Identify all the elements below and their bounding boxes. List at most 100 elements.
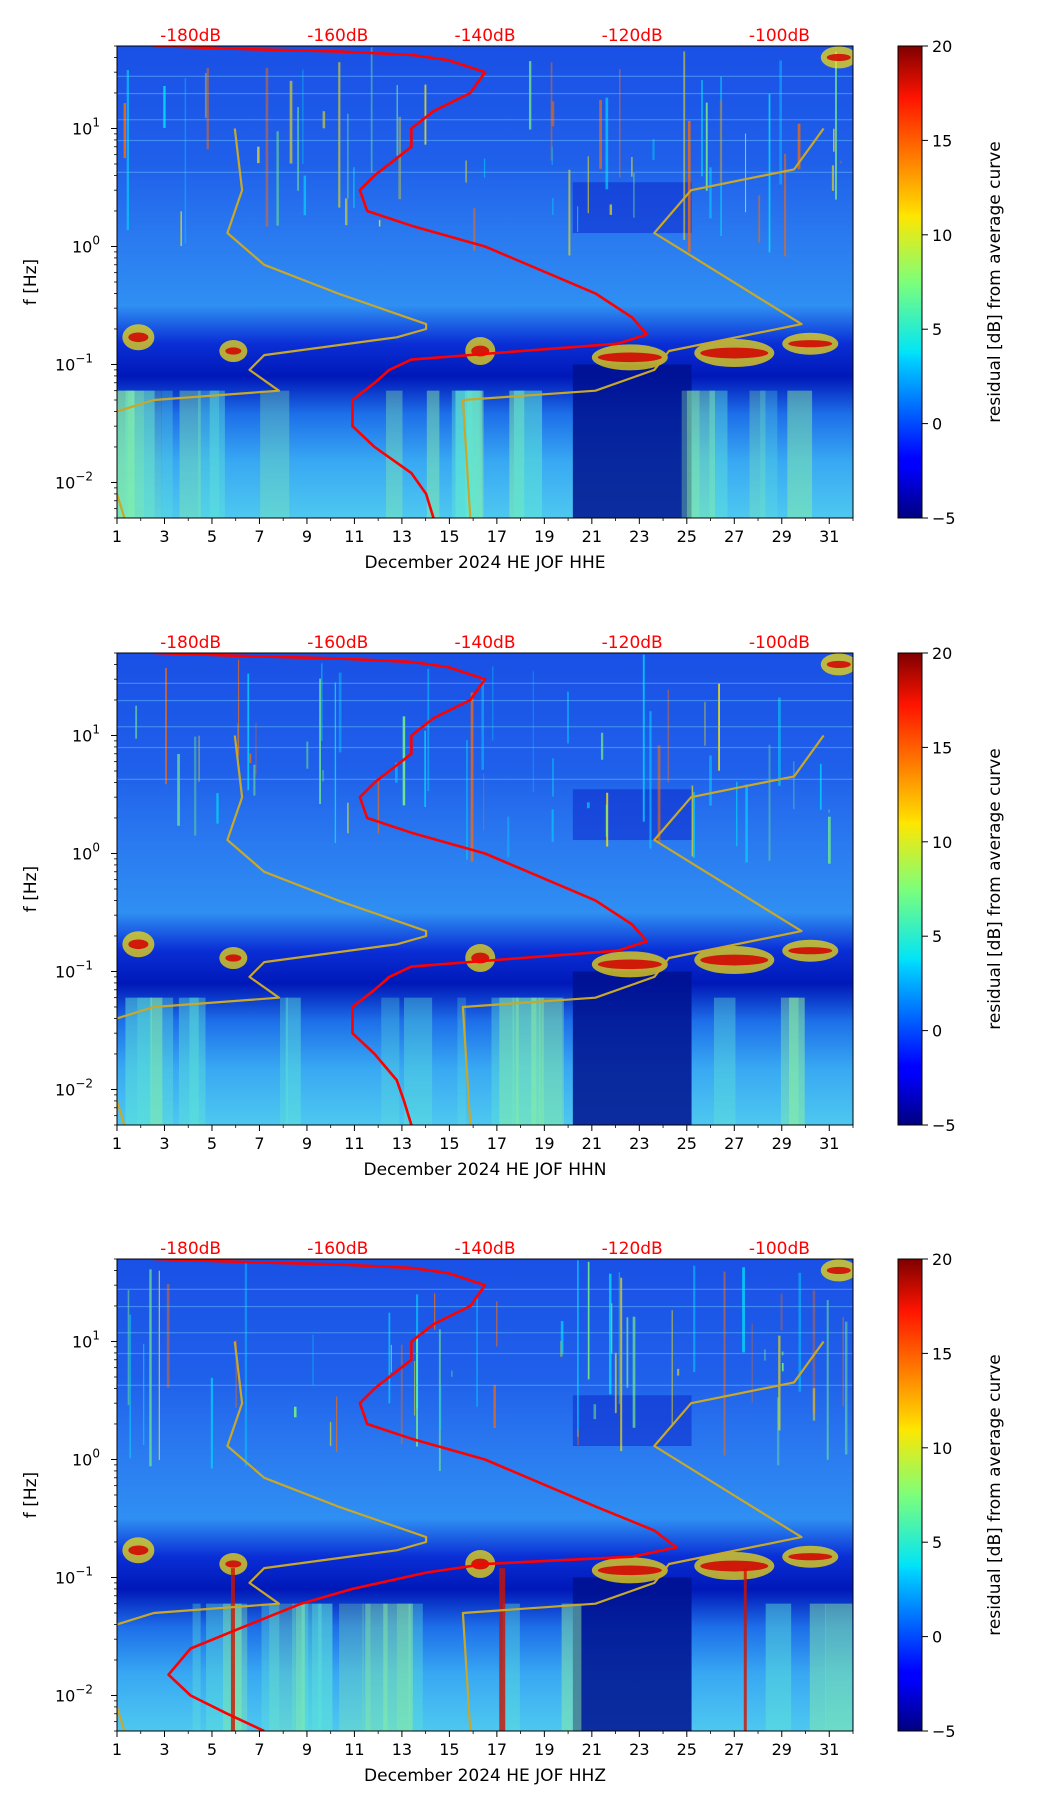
x-tick-label: 21 (582, 1740, 602, 1759)
spectrogram-streak (840, 160, 842, 164)
spectrogram-hline (117, 171, 853, 173)
spectrogram-streak (465, 160, 467, 183)
spectrogram-lowfreq-patch (128, 390, 144, 518)
spectrogram-streak (400, 1344, 403, 1445)
spectrogram-streak (776, 1397, 780, 1466)
spectrogram-streak (606, 792, 609, 847)
x-tick-label: 31 (819, 1740, 839, 1759)
x-tick-label: 3 (159, 527, 169, 546)
spectrogram-streak (552, 198, 554, 215)
spectrogram-streak (560, 1321, 564, 1355)
top-db-label: -120dB (602, 26, 663, 46)
microseism-hotspot-core (700, 1560, 769, 1572)
spectrogram-streak (194, 736, 197, 836)
spectrogram-streak (398, 116, 402, 200)
spectrogram-lowfreq-patch (386, 390, 403, 518)
spectrogram-streak (833, 128, 835, 152)
spectrogram-lowfreq-patch (318, 1603, 333, 1731)
y-tick-label: 101 (72, 115, 100, 138)
spectrogram-streak (599, 99, 602, 169)
x-tick-label: 11 (344, 1134, 364, 1153)
spectrogram-lowfreq-patch (125, 390, 155, 518)
x-tick-label: 9 (302, 1134, 312, 1153)
spectrogram-gap (572, 1577, 692, 1731)
spectrogram-streak (633, 173, 635, 218)
x-tick-label: 3 (159, 1134, 169, 1153)
spectrogram-gap-hf (572, 1395, 692, 1447)
spectrogram-streak (394, 762, 398, 783)
microseism-hotspot-core (128, 1545, 149, 1556)
spectrogram-streak (149, 1269, 152, 1467)
spectrogram-streak (204, 73, 207, 118)
x-tick-label: 15 (439, 1134, 459, 1153)
spectrogram-streak (844, 1321, 848, 1455)
x-tick-label: 5 (207, 1740, 217, 1759)
spectrogram-streak (312, 1334, 314, 1386)
spectrogram-streak (390, 1344, 392, 1373)
spectrogram-streak (127, 1290, 130, 1406)
colorbar-tick-label: 10 (932, 226, 952, 245)
spectrogram-streak (608, 1273, 612, 1395)
x-tick-label: 1 (112, 1134, 122, 1153)
spectrogram-streak (812, 1388, 816, 1421)
spectrogram-streak (781, 1362, 784, 1372)
x-tick-label: 17 (487, 1740, 507, 1759)
spectrogram-lowfreq-patch (161, 390, 173, 518)
top-db-label: -180dB (160, 26, 221, 46)
panel-hhe: 1 3 5 7 9 11 13 15 17 19 21 23 25 27 29 3110−210−110010… (21, 26, 1005, 573)
microseism-hotspot-core (788, 947, 833, 955)
spectrogram-streak (289, 80, 293, 164)
spectrogram-streak (336, 1396, 338, 1452)
spectrogram-streak (586, 802, 590, 809)
noise-model-curve (117, 1341, 428, 1731)
spectrogram-streak (667, 689, 670, 783)
spectrogram-lowfreq-patch (809, 1603, 826, 1731)
microseism-hotspot-core (225, 954, 242, 962)
hhz-event-column (230, 1568, 235, 1731)
spectrogram-streak (720, 76, 722, 236)
spectrogram-lowfreq-patch (426, 390, 440, 518)
spectrogram-streak (347, 802, 349, 834)
spectrogram-streak (433, 1293, 436, 1330)
x-tick-label: 27 (724, 527, 744, 546)
noise-model-curve (117, 128, 428, 518)
spectrogram-streak (470, 692, 474, 862)
colorbar-tick-label: 5 (932, 927, 942, 946)
spectrogram-streak (600, 732, 604, 760)
spectrogram-image (117, 653, 853, 1125)
top-db-label: -160dB (307, 1239, 368, 1259)
colorbar-label: residual [dB] from average curve (985, 1354, 1005, 1635)
top-db-label: -120dB (602, 633, 663, 653)
spectrogram-lowfreq-patch (538, 997, 564, 1125)
spectrogram-streak (605, 97, 609, 190)
top-db-label: -140dB (454, 633, 515, 653)
spectrogram-streak (764, 1349, 766, 1361)
spectrogram-streak (265, 67, 269, 227)
x-tick-label: 25 (677, 1134, 697, 1153)
x-tick-label: 29 (772, 527, 792, 546)
spectrogram-streak (587, 156, 589, 214)
spectrogram-lowfreq-patch (125, 997, 153, 1125)
spectrogram-streak (577, 1429, 579, 1446)
y-tick-label: 100 (72, 840, 100, 863)
noise-model-curve (461, 127, 825, 518)
x-tick-label: 17 (487, 1134, 507, 1153)
colorbar-tick-label: 15 (932, 131, 952, 150)
spectrogram-streak (642, 654, 645, 822)
microseism-hotspot-core (597, 1565, 662, 1576)
spectrogram-streak (507, 816, 510, 858)
x-tick-label: 5 (207, 1134, 217, 1153)
panel-hhz: 1 3 5 7 9 11 13 15 17 19 21 23 25 27 29 3110−210−110010… (21, 1239, 1005, 1786)
x-tick-label: 23 (629, 1740, 649, 1759)
spectrogram-streak (552, 758, 554, 797)
x-tick-label: 19 (534, 1740, 554, 1759)
spectrogram-lowfreq-patch (760, 390, 778, 518)
top-db-label: -140dB (454, 1239, 515, 1259)
spectrogram-streak (798, 1272, 802, 1392)
spectrogram-streak (551, 146, 553, 165)
noise-model-curve (461, 1340, 825, 1731)
panel-hhn: 1 3 5 7 9 11 13 15 17 19 21 23 25 27 29 3110−210−110010… (21, 633, 1005, 1180)
spectrogram-streak (567, 691, 569, 744)
spectrogram-lowfreq-patch (295, 1603, 305, 1731)
spectrogram-streak (334, 682, 337, 844)
